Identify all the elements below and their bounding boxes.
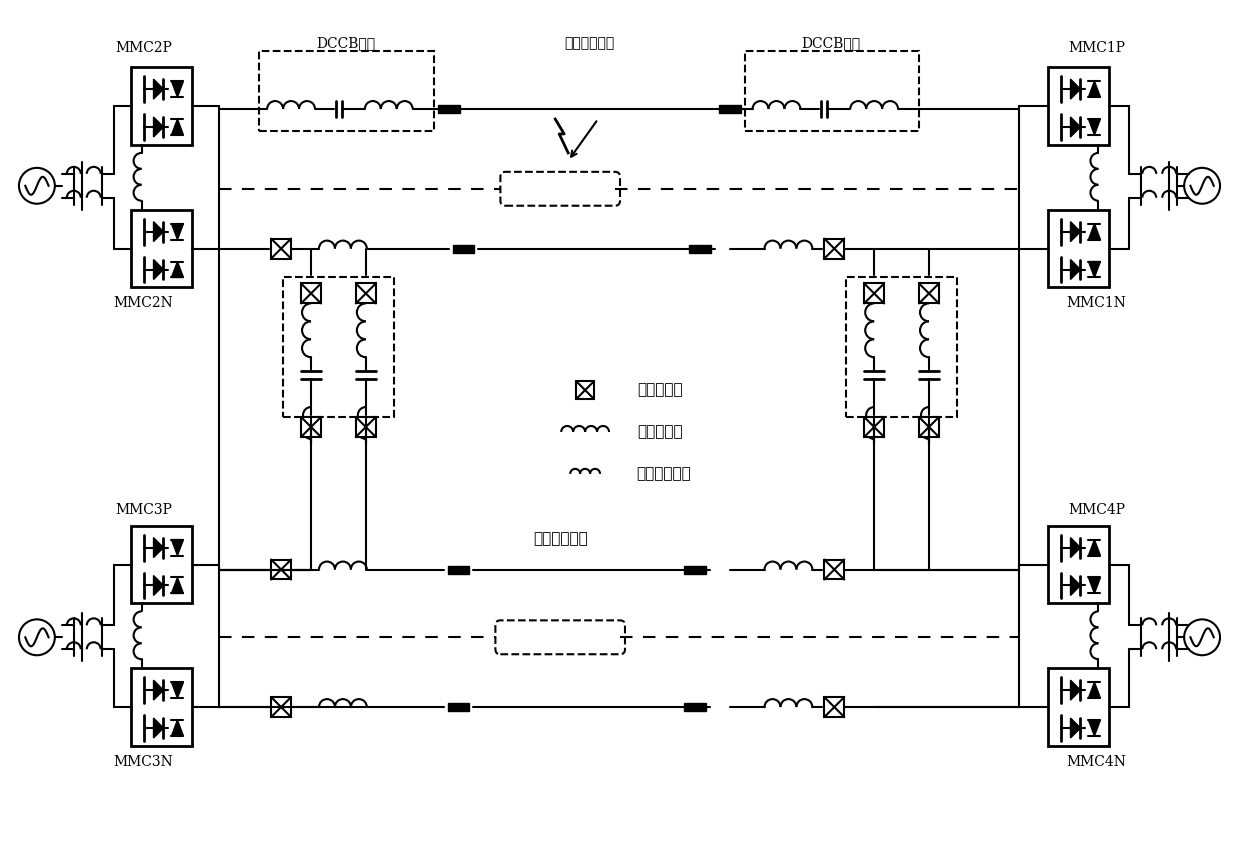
Text: MMC2P: MMC2P: [115, 42, 172, 55]
Bar: [1048, 668, 1109, 746]
Bar: [271, 239, 291, 259]
Bar: [301, 417, 321, 437]
Bar: [919, 284, 939, 303]
Bar: [684, 703, 706, 711]
Bar: [824, 239, 844, 259]
Polygon shape: [154, 222, 164, 242]
Bar: [1048, 67, 1109, 145]
Polygon shape: [171, 540, 183, 555]
Text: 架空直流线路: 架空直流线路: [533, 532, 587, 547]
Polygon shape: [154, 79, 164, 99]
Bar: [684, 565, 706, 574]
Polygon shape: [1070, 117, 1080, 137]
Text: DCCB通路: DCCB通路: [316, 37, 375, 50]
Bar: [130, 67, 192, 145]
Text: MMC1P: MMC1P: [1068, 42, 1125, 55]
Bar: [282, 278, 394, 417]
Polygon shape: [1088, 261, 1100, 278]
FancyBboxPatch shape: [501, 171, 620, 205]
Polygon shape: [154, 680, 164, 700]
Bar: [1048, 526, 1109, 604]
Polygon shape: [1070, 680, 1080, 700]
Polygon shape: [171, 720, 183, 736]
Bar: [864, 417, 885, 437]
Bar: [447, 565, 470, 574]
Bar: [846, 278, 957, 417]
Bar: [271, 697, 291, 717]
Polygon shape: [171, 261, 183, 278]
Text: MMC1N: MMC1N: [1067, 296, 1126, 311]
Text: MMC3N: MMC3N: [114, 755, 173, 769]
Text: MMC3P: MMC3P: [115, 503, 172, 517]
Polygon shape: [1088, 682, 1100, 698]
Bar: [130, 210, 192, 288]
Polygon shape: [154, 260, 164, 279]
Bar: [1048, 210, 1109, 288]
Text: 中性线电抗器: 中性线电抗器: [637, 467, 691, 481]
Text: 架空直流线路: 架空直流线路: [564, 37, 615, 50]
Polygon shape: [1088, 540, 1100, 555]
Polygon shape: [1088, 223, 1100, 239]
Bar: [745, 51, 919, 131]
Bar: [576, 381, 593, 399]
Polygon shape: [154, 576, 164, 595]
Bar: [259, 51, 434, 131]
Polygon shape: [154, 718, 164, 738]
Text: MMC4N: MMC4N: [1067, 755, 1126, 769]
Bar: [301, 284, 321, 303]
Text: MMC2N: MMC2N: [114, 296, 173, 311]
Bar: [824, 559, 844, 580]
Polygon shape: [171, 82, 183, 97]
Bar: [719, 105, 741, 113]
Polygon shape: [154, 117, 164, 137]
Polygon shape: [1070, 537, 1080, 558]
Bar: [864, 284, 885, 303]
Bar: [447, 703, 470, 711]
Bar: [130, 526, 192, 604]
Polygon shape: [1088, 119, 1100, 135]
Text: 极线电抗器: 极线电抗器: [637, 425, 683, 439]
Polygon shape: [1088, 82, 1100, 97]
Bar: [356, 284, 375, 303]
Bar: [919, 417, 939, 437]
Text: MMC4P: MMC4P: [1068, 503, 1125, 517]
Text: DCCB通路: DCCB通路: [802, 37, 861, 50]
Polygon shape: [1088, 720, 1100, 736]
Polygon shape: [171, 223, 183, 239]
Polygon shape: [1070, 79, 1080, 99]
Bar: [452, 245, 475, 252]
Bar: [824, 697, 844, 717]
Bar: [271, 559, 291, 580]
Bar: [130, 668, 192, 746]
Polygon shape: [1070, 222, 1080, 242]
Bar: [356, 417, 375, 437]
Polygon shape: [1070, 260, 1080, 279]
Polygon shape: [1088, 577, 1100, 593]
Polygon shape: [171, 577, 183, 593]
FancyBboxPatch shape: [496, 621, 624, 655]
Bar: [437, 105, 460, 113]
Polygon shape: [171, 682, 183, 698]
Polygon shape: [154, 537, 164, 558]
Bar: [689, 245, 711, 252]
Polygon shape: [1070, 576, 1080, 595]
Text: 直流断路器: 直流断路器: [637, 383, 683, 397]
Polygon shape: [1070, 718, 1080, 738]
Polygon shape: [171, 119, 183, 135]
